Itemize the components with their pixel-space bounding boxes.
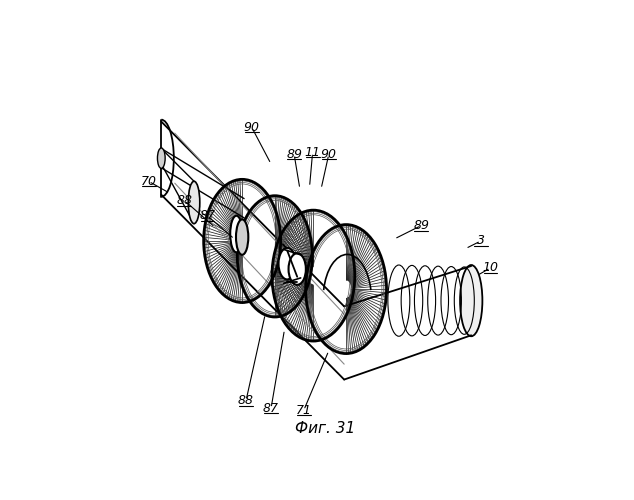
Text: 10: 10 bbox=[482, 262, 498, 274]
Text: 3: 3 bbox=[477, 234, 485, 248]
Text: Фиг. 31: Фиг. 31 bbox=[295, 422, 355, 436]
Text: 90: 90 bbox=[321, 148, 337, 161]
Ellipse shape bbox=[288, 254, 306, 285]
Text: 89: 89 bbox=[413, 219, 429, 232]
Ellipse shape bbox=[157, 148, 165, 169]
Text: 70: 70 bbox=[141, 175, 157, 188]
Text: 71: 71 bbox=[295, 404, 312, 417]
Text: 11: 11 bbox=[304, 146, 321, 159]
Text: 88: 88 bbox=[176, 194, 192, 207]
Text: 87: 87 bbox=[263, 402, 279, 415]
Ellipse shape bbox=[278, 248, 296, 280]
Ellipse shape bbox=[188, 182, 200, 224]
Ellipse shape bbox=[230, 216, 243, 252]
Ellipse shape bbox=[236, 220, 249, 255]
Text: 88: 88 bbox=[238, 394, 254, 407]
Text: 89: 89 bbox=[286, 148, 302, 161]
Text: 87: 87 bbox=[200, 210, 216, 222]
Ellipse shape bbox=[460, 265, 482, 336]
Text: 90: 90 bbox=[244, 121, 260, 134]
